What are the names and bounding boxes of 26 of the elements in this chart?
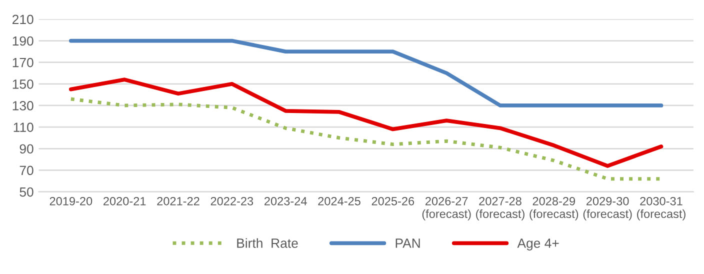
y-tick-label: 190 <box>12 36 34 46</box>
legend-label: PAN <box>396 238 420 248</box>
x-tick-label: 2030-31 (forecast) <box>637 196 686 220</box>
y-tick-label: 70 <box>20 166 34 176</box>
y-tick-label: 130 <box>12 101 34 110</box>
y-tick-label: 150 <box>12 79 34 89</box>
y-tick-label: 90 <box>20 144 34 154</box>
y-tick-label: 210 <box>12 14 34 24</box>
y-tick-label: 110 <box>14 122 34 132</box>
x-tick-label: 2028-29 (forecast) <box>530 196 578 220</box>
line-series <box>68 38 664 108</box>
legend-label: Age 4+ <box>517 238 559 250</box>
x-tick-label: 2025-26 <box>372 196 414 206</box>
x-tick-label: 2022-23 <box>210 196 254 206</box>
legend-label: Birth Rate <box>237 238 298 248</box>
y-tick-label: 170 <box>12 58 34 68</box>
y-tick-label: 50 <box>20 187 34 197</box>
x-tick-label: 2020-21 <box>104 196 146 206</box>
x-tick-label: 2029-30 (forecast) <box>583 196 632 220</box>
x-tick-label: 2021-22 <box>157 196 200 206</box>
line-series <box>68 78 664 168</box>
x-tick-label: 2024-25 <box>318 196 360 206</box>
x-tick-label: 2019-20 <box>50 196 92 206</box>
x-tick-label: 2027-28 (forecast) <box>476 196 524 220</box>
x-tick-label: 2026-27 (forecast) <box>422 196 471 220</box>
x-tick-label: 2023-24 <box>264 196 307 206</box>
